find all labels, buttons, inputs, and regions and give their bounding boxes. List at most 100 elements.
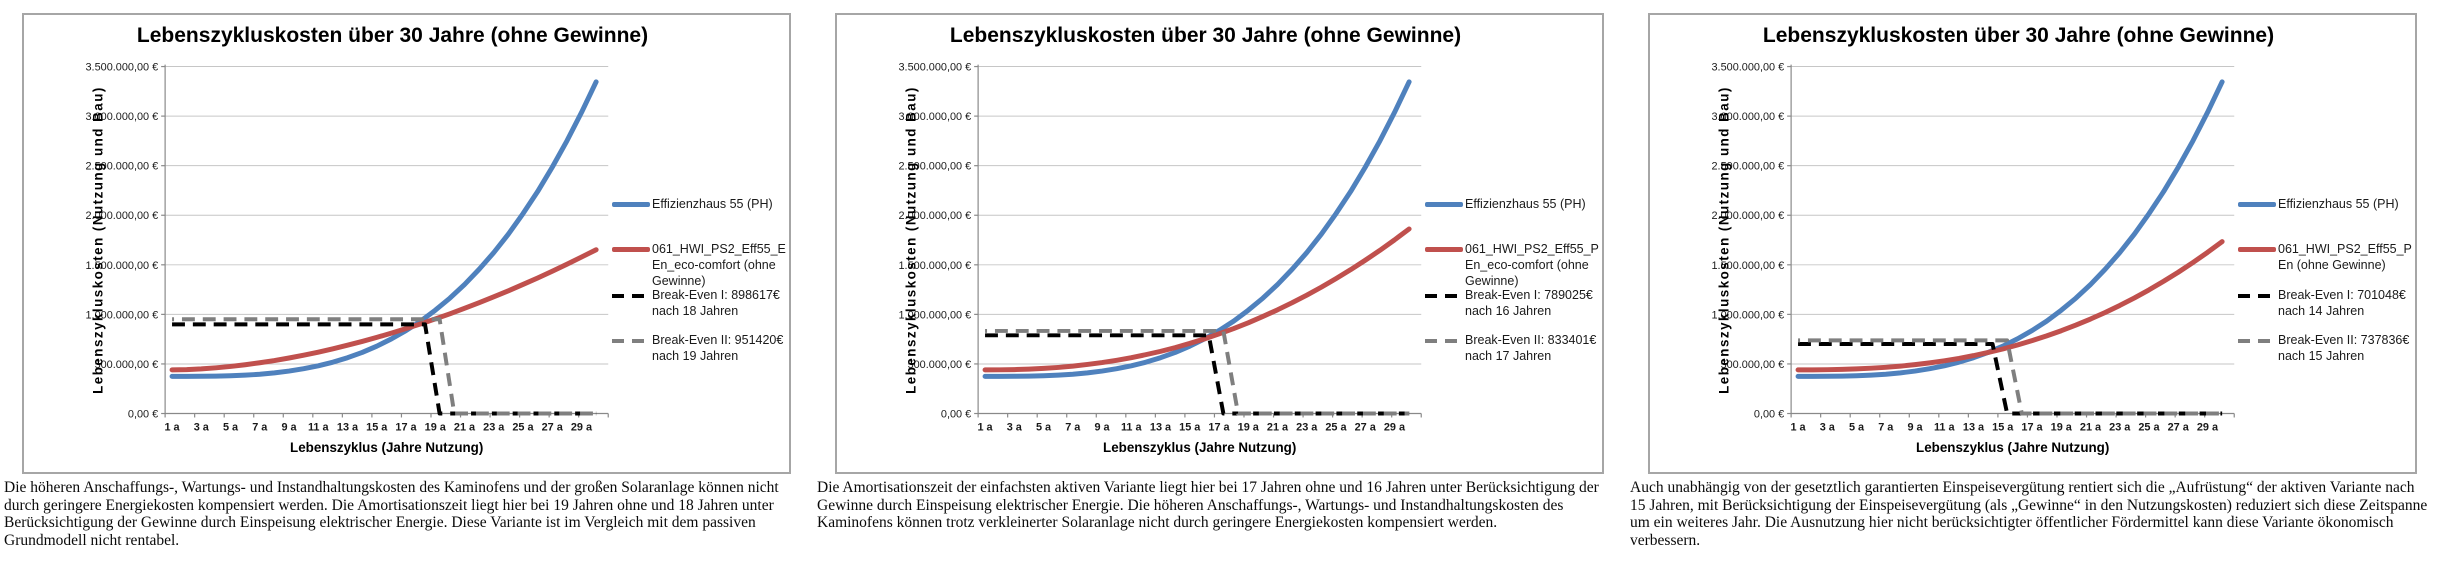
y-tick-label: 1.500.000,00 € <box>899 260 972 272</box>
y-tick-label: 2.500.000,00 € <box>86 161 159 173</box>
break-even-2-line <box>172 317 597 416</box>
y-tick-label: 2.500.000,00 € <box>1712 161 1785 173</box>
gray-dashed-swatch-icon <box>612 339 650 343</box>
x-tick-label: 29 a <box>2197 421 2219 433</box>
efficiency-house-line <box>1795 79 2225 379</box>
legend-label: 061_HWI_PS2_Eff55_PEn_eco-comfort (ohne … <box>1465 242 1599 288</box>
x-tick-label: 9 a <box>281 421 297 433</box>
chart-panel-2: Lebenszykluskosten über 30 Jahre (ohne G… <box>813 0 1626 580</box>
x-tick-label: 23 a <box>2109 421 2131 433</box>
y-axis-title: Lebenszykluskosten (Nutzung und Bau) <box>91 86 106 394</box>
red-line-swatch-icon <box>1425 247 1463 252</box>
x-tick-label: 25 a <box>1325 421 1347 433</box>
legend-label: 061_HWI_PS2_Eff55_PEn (ohne Gewinne) <box>2278 242 2412 272</box>
chart-title: Lebenszykluskosten über 30 Jahre (ohne G… <box>949 24 1462 47</box>
x-tick-label: 5 a <box>1849 421 1865 433</box>
x-tick-label: 3 a <box>1007 421 1023 433</box>
x-tick-label: 19 a <box>2051 421 2073 433</box>
x-tick-label: 9 a <box>1907 421 1923 433</box>
gray-dashed-swatch-icon <box>2238 339 2276 343</box>
legend-entry: 061_HWI_PS2_Eff55_PEn (ohne Gewinne) <box>2238 241 2416 273</box>
blue-line-swatch-icon <box>1425 202 1463 207</box>
x-tick-label: 15 a <box>366 421 388 433</box>
x-tick-label: 21 a <box>454 421 476 433</box>
x-tick-label: 17 a <box>2021 421 2043 433</box>
chart-caption: Die Amortisationszeit der einfachsten ak… <box>817 479 1599 532</box>
x-tick-label: 1 a <box>1790 421 1806 433</box>
x-tick-label: 23 a <box>483 421 505 433</box>
break-even-2-line <box>1798 338 2223 416</box>
x-tick-label: 17 a <box>1208 421 1230 433</box>
legend-entry: Break-Even I: 898617€ nach 18 Jahren <box>612 287 790 319</box>
y-tick-label: 3.500.000,00 € <box>86 62 159 74</box>
x-axis-title: Lebenszyklus (Jahre Nutzung) <box>290 440 483 455</box>
x-tick-label: 21 a <box>2080 421 2102 433</box>
y-tick-label: 3.500.000,00 € <box>899 62 972 74</box>
x-tick-label: 3 a <box>194 421 210 433</box>
chart-panel-3: Lebenszykluskosten über 30 Jahre (ohne G… <box>1626 0 2439 580</box>
x-tick-label: 25 a <box>512 421 534 433</box>
y-tick-label: 0,00 € <box>1754 408 1784 420</box>
legend-entry: 061_HWI_PS2_Eff55_EEn_eco-comfort (ohne … <box>612 241 790 289</box>
x-tick-label: 5 a <box>1036 421 1052 433</box>
y-tick-label: 1.500.000,00 € <box>86 260 159 272</box>
y-tick-label: 2.000.000,00 € <box>899 210 972 222</box>
blue-line-swatch-icon <box>612 202 650 207</box>
x-tick-label: 15 a <box>1992 421 2014 433</box>
legend-entry: Break-Even II: 737836€ nach 15 Jahren <box>2238 332 2416 364</box>
x-tick-label: 27 a <box>1355 421 1377 433</box>
black-dashed-swatch-icon <box>2238 294 2276 298</box>
x-tick-label: 19 a <box>1238 421 1260 433</box>
legend-label: Effizienzhaus 55 (PH) <box>1465 197 1586 211</box>
variant-line <box>1795 239 2225 373</box>
x-tick-label: 13 a <box>337 421 359 433</box>
x-tick-label: 13 a <box>1150 421 1172 433</box>
legend-entry: Break-Even II: 951420€ nach 19 Jahren <box>612 332 790 364</box>
x-tick-label: 23 a <box>1296 421 1318 433</box>
x-tick-label: 9 a <box>1094 421 1110 433</box>
legend-label: Effizienzhaus 55 (PH) <box>2278 197 2399 211</box>
y-tick-label: 500.000,00 € <box>908 359 972 371</box>
x-tick-label: 21 a <box>1267 421 1289 433</box>
break-even-2-line <box>985 328 1410 416</box>
x-axis-title: Lebenszyklus (Jahre Nutzung) <box>1103 440 1296 455</box>
y-tick-label: 1.000.000,00 € <box>899 309 972 321</box>
x-tick-label: 7 a <box>1065 421 1081 433</box>
x-tick-label: 11 a <box>1934 421 1956 433</box>
y-tick-label: 3.000.000,00 € <box>1712 111 1785 123</box>
legend-entry: Effizienzhaus 55 (PH) <box>2238 196 2399 212</box>
legend-entry: Break-Even I: 701048€ nach 14 Jahren <box>2238 287 2416 319</box>
variant-line <box>982 226 1412 373</box>
legend-label: Effizienzhaus 55 (PH) <box>652 197 773 211</box>
y-tick-label: 2.000.000,00 € <box>1712 210 1785 222</box>
x-tick-label: 15 a <box>1179 421 1201 433</box>
line-chart: 0,00 € 500.000,00 € 1.000.000,00 € 1.500.00… <box>899 62 1422 455</box>
y-tick-label: 500.000,00 € <box>1721 359 1785 371</box>
y-tick-label: 1.500.000,00 € <box>1712 260 1785 272</box>
variant-line <box>169 247 599 373</box>
legend-label: Break-Even I: 701048€ nach 14 Jahren <box>2278 288 2406 318</box>
chart-frame: Lebenszykluskosten über 30 Jahre (ohne G… <box>22 13 791 474</box>
chart-panel-1: Lebenszykluskosten über 30 Jahre (ohne G… <box>0 0 813 580</box>
chart-caption: Auch unabhängig von der gesetztlich gara… <box>1630 479 2428 549</box>
y-tick-label: 0,00 € <box>941 408 971 420</box>
y-tick-label: 3.500.000,00 € <box>1712 62 1785 74</box>
x-tick-label: 11 a <box>1121 421 1143 433</box>
x-tick-label: 17 a <box>395 421 417 433</box>
legend-entry: Effizienzhaus 55 (PH) <box>1425 196 1586 212</box>
x-tick-label: 1 a <box>977 421 993 433</box>
y-tick-label: 1.000.000,00 € <box>1712 309 1785 321</box>
gray-dashed-swatch-icon <box>1425 339 1463 343</box>
chart-caption: Die höheren Anschaffungs-, Wartungs- und… <box>4 479 779 549</box>
chart-frame: Lebenszykluskosten über 30 Jahre (ohne G… <box>1648 13 2417 474</box>
x-tick-label: 1 a <box>164 421 180 433</box>
x-tick-label: 7 a <box>252 421 268 433</box>
y-axis-title: Lebenszykluskosten (Nutzung und Bau) <box>1717 86 1732 394</box>
legend-label: 061_HWI_PS2_Eff55_EEn_eco-comfort (ohne … <box>652 242 786 288</box>
y-tick-label: 3.000.000,00 € <box>86 111 159 123</box>
legend-label: Break-Even I: 789025€ nach 16 Jahren <box>1465 288 1593 318</box>
legend-entry: Break-Even II: 833401€ nach 17 Jahren <box>1425 332 1603 364</box>
line-chart: 0,00 € 500.000,00 € 1.000.000,00 € 1.500.00… <box>86 62 609 455</box>
y-tick-label: 500.000,00 € <box>95 359 159 371</box>
x-tick-label: 3 a <box>1820 421 1836 433</box>
